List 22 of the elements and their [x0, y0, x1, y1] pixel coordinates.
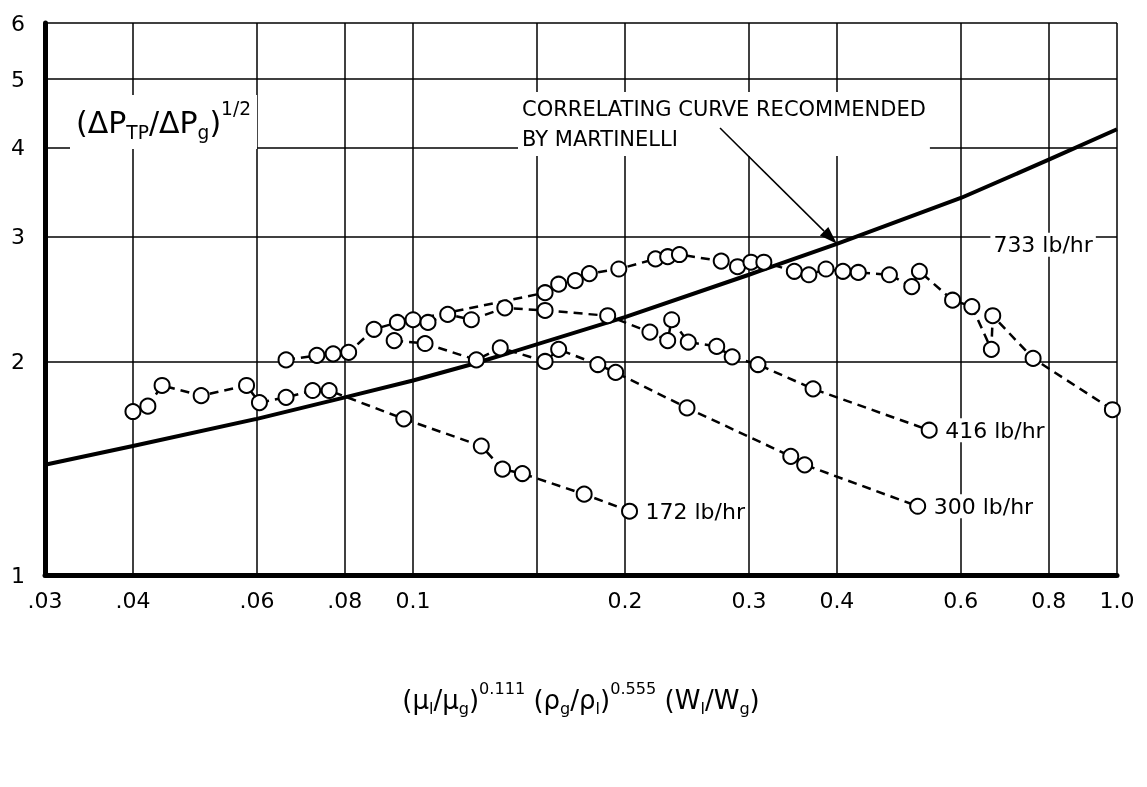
series-label: 416 lb/hr — [945, 417, 1046, 443]
series-label: 300 lb/hr — [933, 493, 1035, 519]
text: 733 lb/hr — [993, 232, 1094, 258]
x-tick-label: 0.3 — [731, 587, 767, 613]
y-tick-label: 1 — [11, 562, 25, 588]
y-tick-label: 5 — [11, 66, 25, 92]
annotation: CORRELATING CURVE RECOMMENDED BY MARTINELLI — [522, 97, 926, 151]
y-tick-label: 4 — [11, 135, 25, 161]
y-tick-label: 2 — [11, 348, 25, 374]
x-tick-label: 0.1 — [395, 587, 431, 613]
x-tick-label: 0.6 — [943, 587, 979, 613]
x-tick-label: 0.8 — [1031, 587, 1067, 613]
x-tick-label: 0.2 — [607, 587, 643, 613]
x-tick-label: 1.0 — [1099, 587, 1135, 613]
x-tick-label: .06 — [239, 587, 275, 613]
x-tick-label: .04 — [115, 587, 151, 613]
x-tick-label: .03 — [27, 587, 63, 613]
x-tick-label: .08 — [327, 587, 363, 613]
series-label: 172 lb/hr — [645, 498, 746, 524]
x-tick-label: 0.4 — [819, 587, 855, 613]
y-tick-label: 3 — [11, 224, 25, 250]
y-tick-label: 6 — [11, 10, 25, 36]
